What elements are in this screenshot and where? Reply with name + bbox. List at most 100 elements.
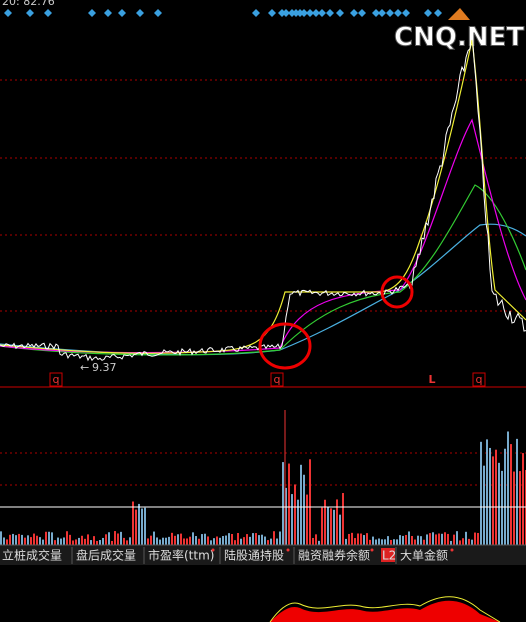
volume-bar	[522, 453, 524, 545]
volume-bar	[375, 539, 377, 545]
volume-bar	[513, 471, 515, 545]
volume-bar	[90, 540, 92, 545]
volume-bar	[252, 533, 254, 545]
volume-bar	[378, 538, 380, 545]
volume-bar	[423, 539, 425, 545]
volume-bar	[312, 537, 314, 545]
volume-bar	[486, 439, 488, 545]
volume-bar	[471, 539, 473, 545]
volume-bar	[516, 438, 518, 545]
volume-bar	[381, 539, 383, 545]
volume-bar	[177, 534, 179, 545]
volume-bar	[402, 535, 404, 545]
signal-diamond	[358, 9, 366, 17]
volume-bar	[333, 509, 335, 545]
tab-label[interactable]: 市盈率(ttm)	[148, 548, 214, 563]
volume-bar	[279, 531, 281, 545]
signal-diamond	[136, 9, 144, 17]
volume-bar	[417, 535, 419, 545]
volume-bar	[453, 534, 455, 545]
volume-bar	[519, 471, 521, 545]
volume-bar	[39, 537, 41, 545]
volume-bar	[48, 531, 50, 545]
volume-bar	[483, 465, 485, 545]
tab-label[interactable]: L2	[382, 549, 396, 563]
volume-bar	[429, 533, 431, 545]
volume-bar	[57, 537, 59, 545]
volume-bar	[435, 534, 437, 545]
volume-bar	[21, 534, 23, 545]
volume-bar	[0, 531, 2, 545]
volume-bar	[159, 539, 161, 545]
volume-bar	[192, 532, 194, 545]
volume-bar	[294, 484, 296, 545]
volume-bar	[408, 531, 410, 545]
volume-bar	[171, 532, 173, 545]
highlight-circle	[258, 322, 312, 370]
volume-bar	[147, 538, 149, 545]
volume-bar	[438, 533, 440, 545]
volume-bar	[123, 537, 125, 545]
volume-bar	[384, 539, 386, 545]
volume-bar	[306, 494, 308, 545]
l2-badge	[381, 548, 395, 562]
volume-bar	[411, 535, 413, 545]
ma-line	[0, 118, 526, 354]
volume-bar	[165, 537, 167, 545]
volume-bar	[168, 536, 170, 545]
volume-bar	[162, 537, 164, 545]
marker-box	[472, 372, 486, 387]
volume-bar	[75, 539, 77, 545]
tab-label[interactable]: 盘后成交量	[76, 548, 136, 563]
volume-bar	[480, 441, 482, 545]
volume-bar	[285, 487, 287, 545]
signal-diamond	[4, 9, 12, 17]
volume-bar	[45, 531, 47, 545]
signal-diamond	[26, 9, 34, 17]
volume-bar	[120, 531, 122, 545]
volume-bar	[372, 536, 374, 545]
signal-diamond	[312, 9, 320, 17]
signal-diamond	[104, 9, 112, 17]
volume-bar	[441, 533, 443, 545]
marker: L	[428, 373, 435, 386]
highlight-circle	[380, 275, 414, 309]
volume-bar	[258, 535, 260, 545]
tab-label[interactable]: 大单金额	[400, 548, 448, 563]
volume-bar	[246, 534, 248, 545]
volume-bar	[117, 533, 119, 545]
volume-bar	[300, 464, 302, 545]
volume-bar	[324, 499, 326, 545]
signal-diamond	[326, 9, 334, 17]
volume-bar	[174, 535, 176, 545]
volume-bar	[498, 462, 500, 545]
volume-bar	[321, 507, 323, 545]
price-line	[0, 27, 526, 362]
volume-bar	[33, 533, 35, 545]
volume-bar	[105, 534, 107, 545]
tab-label[interactable]: 立桩成交量	[2, 548, 62, 563]
volume-bar	[66, 531, 68, 545]
signal-diamond	[300, 9, 308, 17]
volume-bar	[93, 536, 95, 545]
volume-bar	[141, 508, 143, 545]
volume-bar	[27, 535, 29, 545]
signal-diamond	[372, 9, 380, 17]
volume-bar	[198, 538, 200, 545]
volume-bar	[282, 462, 284, 545]
tab-label[interactable]: 陆股通持股	[224, 548, 284, 563]
volume-bar	[132, 501, 134, 545]
signal-diamond	[394, 9, 402, 17]
volume-bar	[207, 536, 209, 545]
volume-bar	[444, 532, 446, 545]
volume-bar	[276, 538, 278, 545]
volume-bar	[114, 531, 116, 545]
volume-bar	[489, 447, 491, 545]
tab-label[interactable]: 融资融券余额	[298, 548, 370, 563]
volume-bar	[477, 532, 479, 545]
volume-bar	[261, 534, 263, 545]
volume-bar	[87, 534, 89, 545]
volume-bar	[360, 533, 362, 545]
marker-box	[49, 372, 63, 387]
